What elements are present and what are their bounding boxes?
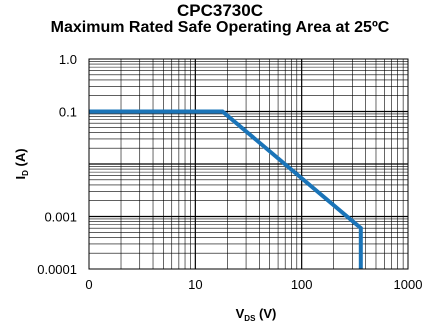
chart-title-block: CPC3730C Maximum Rated Safe Operating Ar…: [0, 2, 440, 36]
x-axis-label: VDS (V): [236, 306, 277, 323]
x-tick-label: 10: [188, 277, 202, 292]
chart-subtitle: Maximum Rated Safe Operating Area at 25º…: [50, 19, 390, 36]
soa-boundary-line: [89, 109, 363, 269]
series-group: [89, 109, 363, 269]
x-tick-labels: 0 10 100 1000: [85, 277, 422, 292]
y-tick-label: 0.0001: [37, 262, 77, 277]
y-axis-label: ID (A): [13, 148, 30, 179]
x-tick-label: 0: [85, 277, 92, 292]
grid: [89, 59, 408, 269]
y-tick-labels: 1.0 0.1 0.001 0.0001: [37, 52, 77, 277]
y-tick-label: 0.001: [44, 210, 77, 225]
chart-title: CPC3730C: [177, 1, 263, 20]
y-tick-label: 1.0: [59, 52, 77, 67]
y-tick-label: 0.1: [59, 105, 77, 120]
x-tick-label: 1000: [394, 277, 423, 292]
x-tick-label: 100: [291, 277, 313, 292]
plot-frame: [88, 58, 409, 270]
